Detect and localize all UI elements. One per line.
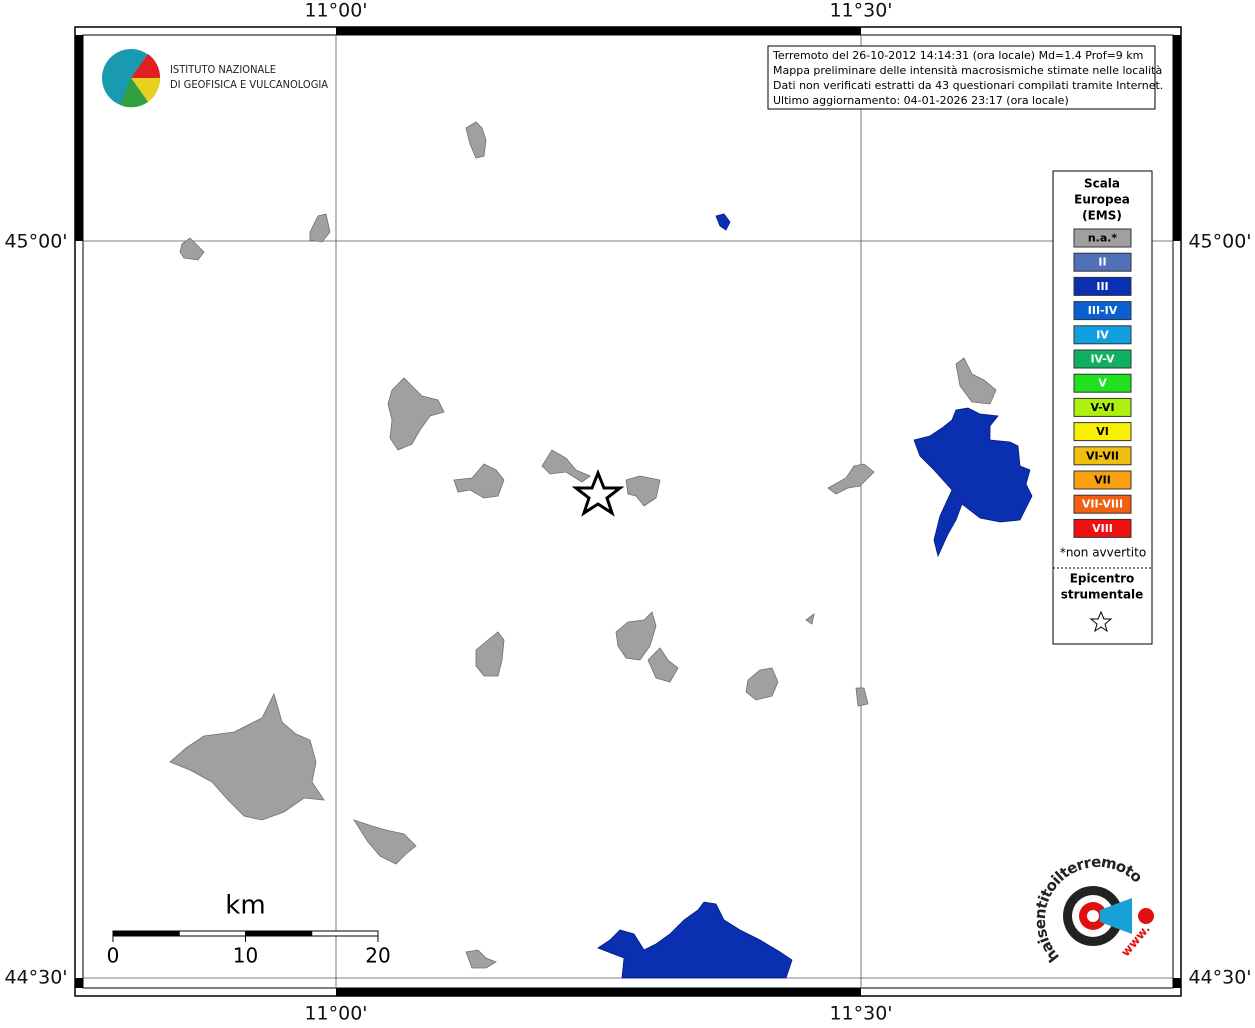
epicentre xyxy=(571,468,625,517)
lon-label: 11°30' xyxy=(829,1003,892,1025)
info-box xyxy=(767,45,1156,110)
frame-bar xyxy=(75,978,83,988)
legend-label: IV xyxy=(1096,328,1109,341)
scale-bar: km 0 10 20 xyxy=(107,891,391,968)
frame-bar xyxy=(336,27,861,35)
info: Terremoto del 26-10-2012 14:14:31 (ora l… xyxy=(772,49,1163,107)
town xyxy=(169,692,325,821)
legend-swatch xyxy=(1073,276,1132,296)
legend-swatch xyxy=(1073,446,1132,466)
info-line: Ultimo aggiornamento: 04-01-2026 23:17 (… xyxy=(773,94,1069,107)
info-line: Mappa preliminare delle intensità macros… xyxy=(773,64,1162,77)
legend-label: VI-VII xyxy=(1086,449,1119,462)
scale-segment xyxy=(112,930,180,937)
legend-title: Scala xyxy=(1084,177,1120,191)
legend-label: VI xyxy=(1096,425,1109,438)
scale-segment xyxy=(245,930,313,937)
legend-epicentre-symbol xyxy=(1089,610,1113,633)
legend-label: VII-VIII xyxy=(1082,498,1123,511)
legend-swatch xyxy=(1073,518,1132,538)
logo-text: DI GEOFISICA E VULCANOLOGIA xyxy=(170,78,328,91)
town xyxy=(541,449,591,483)
legend-swatch xyxy=(1073,494,1132,514)
legend-swatch xyxy=(1073,301,1132,321)
town xyxy=(353,819,417,865)
lat-label: 45°00' xyxy=(1188,231,1251,253)
scale-segment xyxy=(178,930,246,937)
frame-bar xyxy=(1173,35,1181,241)
legend-label: VIII xyxy=(1092,522,1113,535)
legend-swatch xyxy=(1073,422,1132,442)
lat-label: 44°30' xyxy=(4,967,67,989)
town xyxy=(647,647,679,683)
lat-label: 45°00' xyxy=(4,231,67,253)
lon-label: 11°30' xyxy=(829,0,892,22)
legend-title: Europea xyxy=(1074,193,1130,207)
legend-swatch xyxy=(1073,349,1132,369)
ingv-logo: ISTITUTO NAZIONALE DI GEOFISICA E VULCAN… xyxy=(102,49,328,108)
logo-segment xyxy=(131,78,161,102)
legend-swatch xyxy=(1073,228,1132,248)
town xyxy=(465,121,487,159)
legend-label: IV-V xyxy=(1090,353,1115,366)
town xyxy=(475,631,505,677)
legend-label: V xyxy=(1098,377,1107,390)
legend-epicentre: Epicentro xyxy=(1070,572,1135,586)
legend-label: II xyxy=(1098,256,1106,269)
town xyxy=(179,237,205,261)
town xyxy=(745,667,779,701)
town xyxy=(955,357,997,405)
towns xyxy=(169,121,997,969)
town xyxy=(805,613,815,625)
legend-swatch xyxy=(1073,373,1132,393)
legend-label: III-IV xyxy=(1088,304,1118,317)
site-logo-dot xyxy=(1138,908,1154,924)
logo-segment xyxy=(120,78,148,108)
lat-label: 44°30' xyxy=(1188,967,1251,989)
lon-label: 11°00' xyxy=(304,1003,367,1025)
scale-tick-label: 10 xyxy=(233,944,258,968)
town xyxy=(597,901,793,979)
site-logo-ring xyxy=(1087,910,1099,922)
scale-tick-label: 20 xyxy=(365,944,390,968)
frame-bar xyxy=(1173,978,1181,988)
site-logo-speaker xyxy=(1100,898,1132,934)
town xyxy=(855,687,869,707)
info-line: Terremoto del 26-10-2012 14:14:31 (ora l… xyxy=(772,49,1143,62)
logo-text: ISTITUTO NAZIONALE xyxy=(170,63,276,76)
info-line: Dati non verificati estratti da 43 quest… xyxy=(773,79,1163,92)
town xyxy=(387,377,445,451)
town xyxy=(309,213,331,243)
town xyxy=(615,611,657,661)
towns-iii xyxy=(597,213,1033,979)
logo-segment xyxy=(131,54,161,78)
frame-bar xyxy=(75,35,83,241)
town xyxy=(913,407,1033,558)
legend-title: (EMS) xyxy=(1082,209,1122,223)
town xyxy=(827,463,875,495)
town xyxy=(453,463,505,499)
scale-segment xyxy=(311,930,379,937)
scale-tick-label: 0 xyxy=(107,944,120,968)
legend-swatch xyxy=(1073,252,1132,272)
legend-swatch xyxy=(1073,470,1132,490)
legend-epicentre: strumentale xyxy=(1061,588,1144,602)
town xyxy=(625,475,661,507)
legend-label: III xyxy=(1096,280,1108,293)
legend-swatch xyxy=(1073,325,1132,345)
frame-bar xyxy=(336,988,861,996)
legend-label: n.a.* xyxy=(1088,232,1118,245)
legend: ScalaEuropea(EMS)n.a.*IIIIIIII-IVIVIV-VV… xyxy=(1060,177,1146,602)
lon-label: 11°00' xyxy=(304,0,367,22)
town xyxy=(465,949,497,969)
legend-note: *non avvertito xyxy=(1060,546,1146,560)
scale-unit: km xyxy=(225,891,265,921)
legend-swatch xyxy=(1073,397,1132,417)
town xyxy=(715,213,731,231)
legend-label: V-VI xyxy=(1090,401,1114,414)
legend-label: VII xyxy=(1094,474,1111,487)
